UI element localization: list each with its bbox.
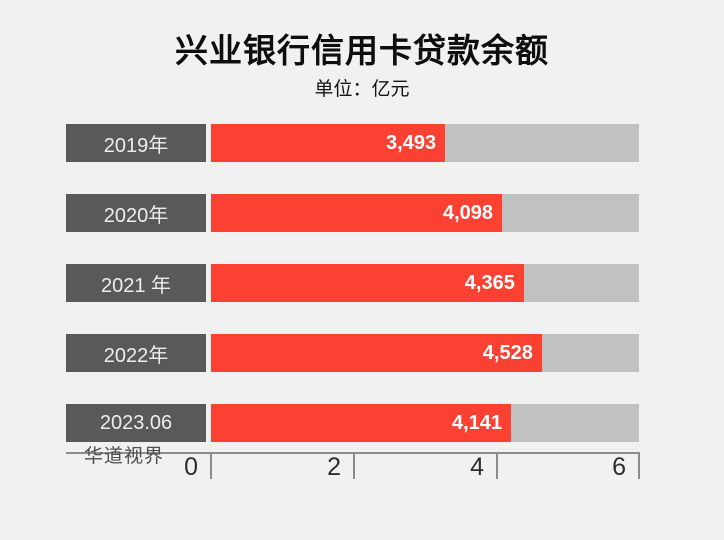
value-label: 4,365 [464,271,515,294]
value-label: 3,493 [386,131,437,154]
x-axis-tick [353,452,355,479]
bar-track: 4,528 [211,334,639,372]
category-label: 2023.06 [66,404,206,442]
bar-row: 2019年 3,493 [0,124,724,162]
value-label: 4,098 [442,201,494,224]
x-axis-tick [210,452,212,479]
x-axis-tick-label: 0 [184,453,198,481]
category-label: 2020年 [66,194,206,232]
category-label: 2021 年 [66,264,206,302]
bar-fill: 4,365 [211,264,524,302]
x-axis-line [66,452,639,454]
watermark: 华道视界 [84,446,165,467]
bar-row: 2022年 4,528 [0,334,724,372]
bar-row: 2023.06 4,141 [0,404,724,442]
bar-row: 2020年 4,098 [0,194,724,232]
chart-unit-subtitle: 单位：亿元 [314,79,410,100]
bar-fill: 4,528 [211,334,542,372]
x-axis-tick-label: 4 [470,453,484,481]
bar-track: 4,098 [211,194,639,232]
bar-fill: 4,098 [211,194,503,232]
category-label: 2022年 [66,334,206,372]
x-axis-tick [496,452,498,479]
value-label: 4,141 [451,411,503,434]
value-label: 4,528 [482,341,533,364]
bar-track: 3,493 [211,124,639,162]
bar-row: 2021 年 4,365 [0,264,724,302]
x-axis-tick [638,452,640,479]
bar-fill: 3,493 [211,124,446,162]
x-axis-tick-label: 6 [612,453,626,481]
bar-track: 4,365 [211,264,639,302]
chart-title: 兴业银行信用卡贷款余额 [175,32,549,69]
bar-fill: 4,141 [211,404,512,442]
category-label: 2019年 [66,124,206,162]
x-axis-tick-label: 2 [327,453,341,481]
bar-track: 4,141 [211,404,639,442]
